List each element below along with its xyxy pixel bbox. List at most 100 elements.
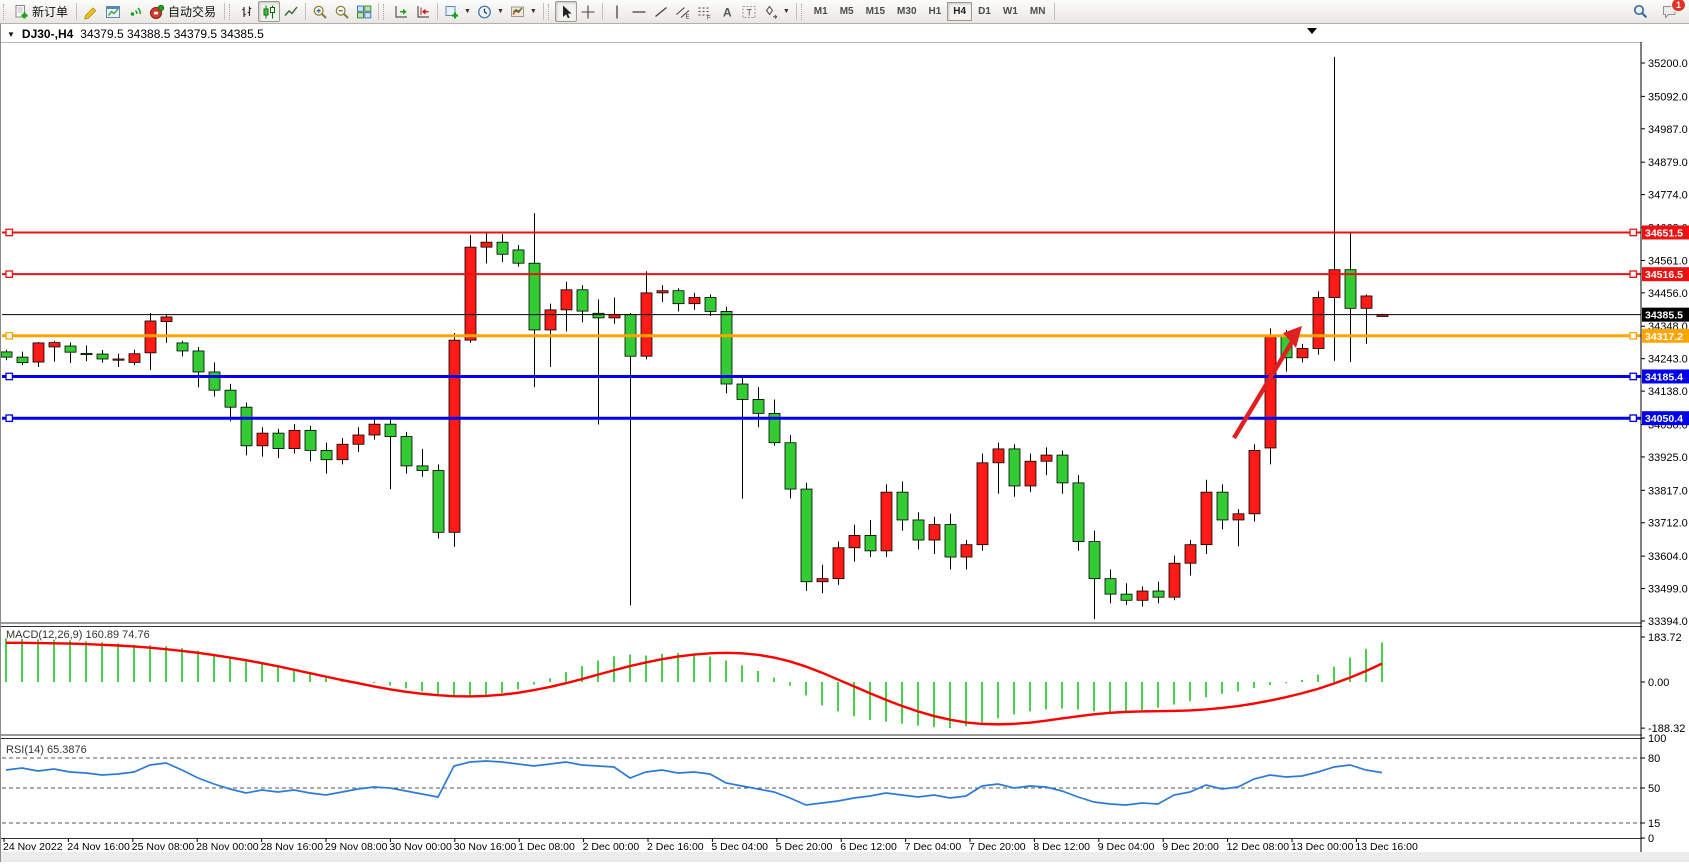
horizontal-line-icon: [632, 10, 646, 13]
resistance-line-2-left-handle: [5, 270, 14, 279]
orange-level-line-left-handle: [5, 331, 14, 340]
signals-button[interactable]: [124, 1, 146, 22]
macd-panel: MACD(12,26,9) 160.89 74.76: [5, 629, 1383, 729]
vertical-line-icon: [616, 5, 618, 18]
trendline-tool-button[interactable]: [650, 1, 672, 22]
bar-chart-mode-button[interactable]: [236, 1, 258, 22]
timeframe-m1[interactable]: M1: [813, 6, 828, 17]
zoom-out-button[interactable]: [331, 1, 353, 22]
charts-window-button[interactable]: [102, 1, 124, 22]
chevron-down-icon: ▼: [496, 8, 504, 15]
bull-candle: [1040, 454, 1053, 462]
new-chart-dropdown-button[interactable]: ▼: [441, 1, 474, 22]
bear-candle: [0, 351, 13, 358]
template-dropdown-button[interactable]: ▼: [507, 1, 540, 22]
bear-candle: [240, 406, 253, 447]
bear-candle: [272, 432, 285, 449]
bull-candle: [336, 443, 349, 461]
bull-candle: [1136, 590, 1149, 601]
time-label: 24 Nov 2022: [3, 841, 63, 853]
tile-windows-button[interactable]: [353, 1, 375, 22]
time-label: 30 Nov 16:00: [454, 841, 517, 853]
bear-candle: [224, 389, 237, 408]
period-clock-icon: [478, 5, 491, 18]
timeframe-m30[interactable]: M30: [897, 6, 917, 17]
support-line-1-left-handle: [5, 372, 14, 381]
separator: [542, 3, 544, 20]
template-icon: [510, 6, 524, 17]
price-tick-label: 34456.0: [1648, 288, 1688, 300]
macd-axis-label: 183.72: [1648, 632, 1682, 644]
time-label: 1 Dec 08:00: [518, 841, 575, 853]
bull-candle: [816, 578, 829, 583]
bear-candle: [400, 436, 413, 467]
line-chart-mode-button[interactable]: [280, 1, 302, 22]
metaeditor-button[interactable]: [80, 1, 102, 22]
notification-badge: 1: [1670, 0, 1686, 12]
arrows-dropdown-button[interactable]: ▼: [760, 1, 793, 22]
chart-shift-button[interactable]: [412, 1, 434, 22]
vertical-line-tool-button[interactable]: [606, 1, 628, 22]
fibonacci-tool-button[interactable]: F: [694, 1, 716, 22]
timeframe-h4[interactable]: H4: [947, 2, 973, 21]
price-tick-label: 33394.0: [1648, 616, 1688, 628]
svg-text:F: F: [707, 15, 711, 20]
timeframe-d1[interactable]: D1: [978, 6, 991, 17]
separator: [601, 3, 603, 20]
ohlc-collapse-icon[interactable]: ▼: [7, 29, 15, 39]
text-label-tool-button[interactable]: T: [738, 1, 760, 22]
bull-candle: [288, 429, 301, 449]
timeframe-m15[interactable]: M15: [865, 6, 886, 17]
candlestick-mode-button[interactable]: [258, 1, 281, 22]
rsi-axis-label: 0: [1648, 833, 1654, 845]
window-bottom-strip: [1, 852, 1689, 862]
timeframe-mn[interactable]: MN: [1029, 6, 1046, 17]
bear-candle: [528, 262, 541, 331]
rsi-axis-label: 100: [1648, 733, 1666, 745]
chart-canvas[interactable]: MACD(12,26,9) 160.89 74.76 RSI(14) 65.387…: [0, 24, 1689, 862]
search-icon: [1633, 4, 1648, 19]
bull-candle: [480, 241, 493, 248]
bull-candle: [992, 448, 1005, 464]
text-tool-button[interactable]: A: [716, 1, 738, 22]
toolbar-grip: [547, 3, 552, 20]
time-axis: 24 Nov 2022 24 Nov 16:00 25 Nov 08:00 28 No…: [3, 838, 1418, 853]
zoom-in-button[interactable]: [309, 1, 331, 22]
horizontal-line-tool-button[interactable]: [628, 1, 650, 22]
time-label: 30 Nov 00:00: [389, 841, 452, 853]
svg-text:34185.4: 34185.4: [1645, 371, 1683, 383]
bull-candle: [928, 524, 941, 541]
equidistant-channel-icon: E: [675, 6, 689, 20]
search-button[interactable]: [1629, 1, 1652, 22]
bear-candle: [432, 470, 445, 533]
candles: [0, 56, 1389, 620]
auto-scroll-button[interactable]: [390, 1, 412, 22]
chat-button[interactable]: 1: [1658, 0, 1686, 22]
time-label: 28 Nov 00:00: [196, 841, 259, 853]
timeframe-w1[interactable]: W1: [1002, 6, 1018, 17]
bear-candle: [592, 312, 605, 319]
autotrading-button[interactable]: 自动交易: [146, 1, 221, 22]
svg-text:34516.5: 34516.5: [1645, 269, 1683, 281]
bear-candle: [944, 524, 957, 558]
bear-candle: [576, 289, 589, 312]
period-dropdown-button[interactable]: ▼: [474, 1, 507, 22]
bear-candle: [1008, 448, 1021, 487]
price-tick-label: 34774.0: [1648, 190, 1688, 202]
current-price-line-axis-badge: [1642, 307, 1689, 322]
svg-text:A: A: [723, 5, 732, 19]
cursor-button[interactable]: [554, 1, 577, 22]
timeframe-h1[interactable]: H1: [928, 6, 942, 17]
price-tick-label: 33817.0: [1648, 485, 1688, 497]
crosshair-button[interactable]: [577, 1, 599, 22]
bear-candle: [1104, 578, 1117, 595]
bear-candle: [704, 297, 717, 312]
bull-candle: [1264, 335, 1277, 449]
bull-candle: [448, 339, 461, 533]
timeframe-m5[interactable]: M5: [839, 6, 854, 17]
chart-window[interactable]: ▼ DJ30-,H4 34379.5 34388.5 34379.5 34385…: [0, 24, 1689, 862]
new-order-button[interactable]: 新订单: [10, 1, 73, 22]
fibonacci-icon: F: [698, 7, 711, 20]
rsi-panel: RSI(14) 65.3876: [2, 744, 1641, 824]
channel-tool-button[interactable]: E: [672, 1, 694, 22]
